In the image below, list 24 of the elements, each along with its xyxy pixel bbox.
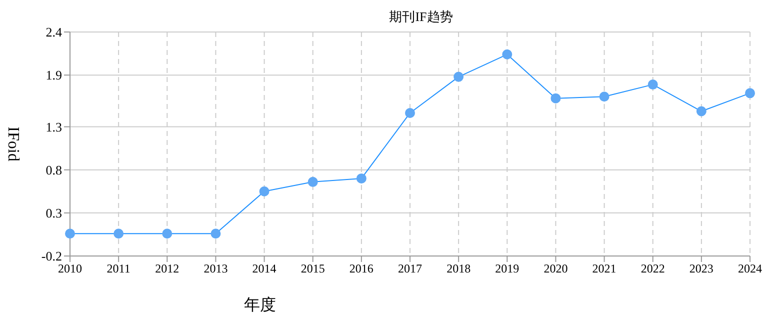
x-tick-label: 2018 <box>446 262 471 276</box>
x-tick-label: 2016 <box>349 262 374 276</box>
x-tick-label: 2011 <box>106 262 130 276</box>
y-tick-label: 0.3 <box>46 206 62 221</box>
y-tick-label: 2.4 <box>46 24 62 40</box>
x-tick-label: 2012 <box>155 262 180 276</box>
x-tick-label: 2019 <box>495 262 520 276</box>
x-tick-label: 2013 <box>204 262 228 276</box>
x-tick-label: 2015 <box>300 262 325 276</box>
chart-title: 期刊IF趋势 <box>388 8 454 26</box>
x-tick-label: 2023 <box>689 262 714 276</box>
x-tick-label: 2017 <box>398 262 422 276</box>
x-tick-label: 2020 <box>544 262 568 276</box>
x-tick-label: 2021 <box>592 262 616 276</box>
x-tick-label: 2010 <box>58 262 82 276</box>
y-axis-title: IFoid <box>4 126 22 162</box>
x-tick-label: 2022 <box>640 262 665 276</box>
x-tick-label: 2014 <box>252 262 276 276</box>
y-tick-label: -0.2 <box>41 248 62 264</box>
y-tick-label: 1.9 <box>46 68 62 83</box>
y-tick-label: 1.3 <box>46 119 62 134</box>
x-axis-title: 年度 <box>244 296 276 314</box>
x-tick-label: 2024 <box>738 262 762 276</box>
y-tick-label: 0.8 <box>46 162 62 178</box>
